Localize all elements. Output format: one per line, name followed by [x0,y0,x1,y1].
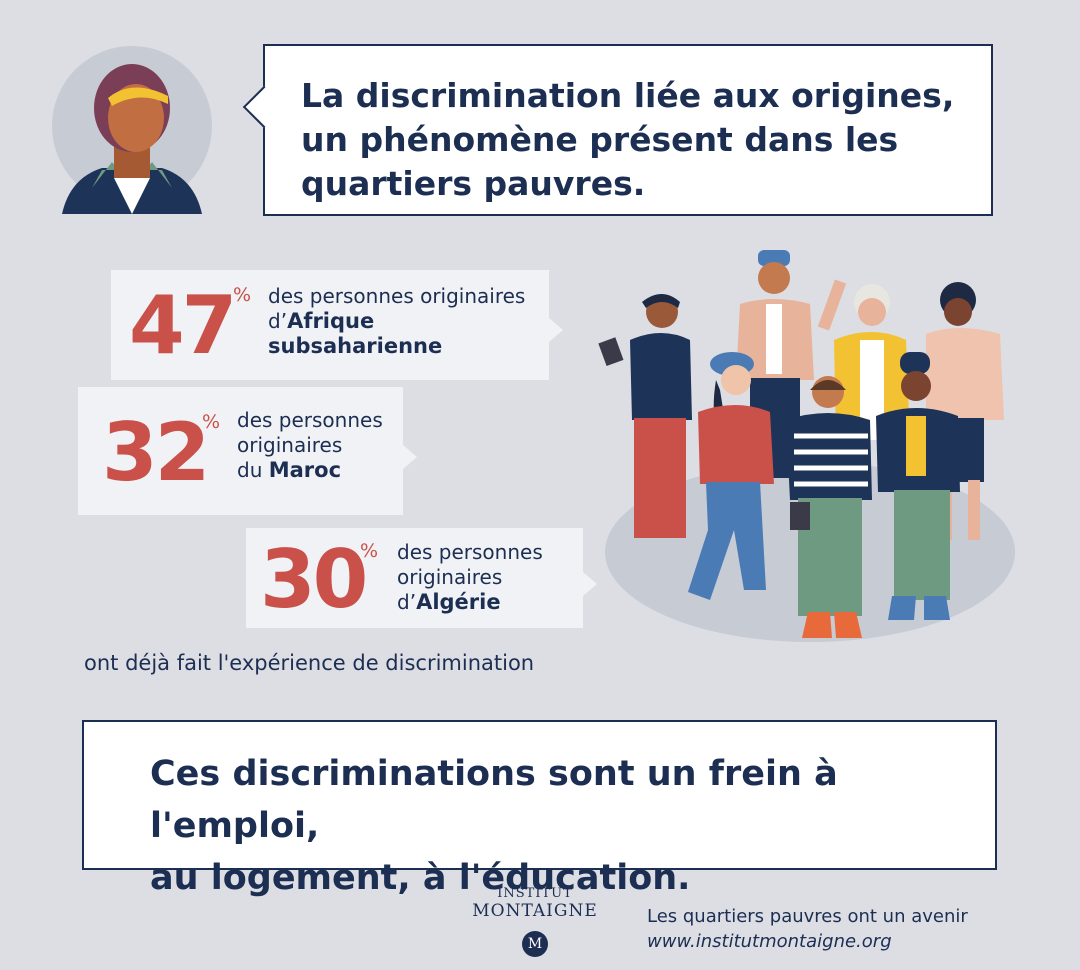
stat-percent-value: 47 [129,279,237,372]
crowd-illustration [598,250,1015,642]
percent-sign: % [233,284,252,306]
stat-description: des personnes originaires d’Algérie [397,540,543,614]
stat-card-maroc: 32 % des personnes originaires du Maroc [78,387,417,515]
stat-card-tail [403,445,417,469]
website-link[interactable]: www.institutmontaigne.org [647,931,892,952]
origin-name: subsaharienne [268,334,443,358]
stat-description: des personnes originaires du Maroc [237,408,383,482]
percent-sign: % [202,411,221,433]
person-figure [598,294,692,538]
logo-line: INSTITUT [497,886,573,901]
title-line: quartiers pauvres. [301,164,646,203]
institut-montaigne-logo: INSTITUT MONTAIGNE M [470,886,600,957]
stat-card-algerie: 30 % des personnes originaires d’Algérie [246,528,597,628]
stat-card-tail [583,572,597,596]
person-figure [786,376,872,638]
origin-name: Afrique [287,309,375,333]
title-line: un phénomène présent dans les [301,120,899,159]
percent-sign: % [360,540,379,562]
page-title: La discrimination liée aux origines, un … [301,74,967,206]
conclusion-text: Ces discriminations sont un frein à l'em… [150,754,838,898]
tagline-text: Les quartiers pauvres ont un avenir [647,906,968,927]
stat-percent-value: 32 [102,406,210,499]
stat-percent-value: 30 [260,533,368,626]
origin-name: Maroc [268,458,342,482]
stat-card-afrique: 47 % des personnes originaires d’Afrique… [111,270,563,380]
conclusion-box: Ces discriminations sont un frein à l'em… [82,720,997,898]
stat-card-tail [549,318,563,342]
stat-description: des personnes originaires d’Afrique subs… [268,284,526,358]
person-figure [876,352,960,620]
title-line: La discrimination liée aux origines, [301,76,955,115]
person-figure [688,352,774,600]
logo-monogram-icon: M [522,931,548,957]
speech-bubble-tail [242,85,286,129]
footnote-text: ont déjà fait l'expérience de discrimina… [84,651,535,675]
tagline: Les quartiers pauvres ont un avenir www.… [647,904,968,954]
origin-name: Algérie [416,590,501,614]
speaker-avatar-illustration [52,46,212,214]
title-speech-bubble: La discrimination liée aux origines, un … [242,44,993,216]
logo-line: MONTAIGNE [472,901,598,921]
